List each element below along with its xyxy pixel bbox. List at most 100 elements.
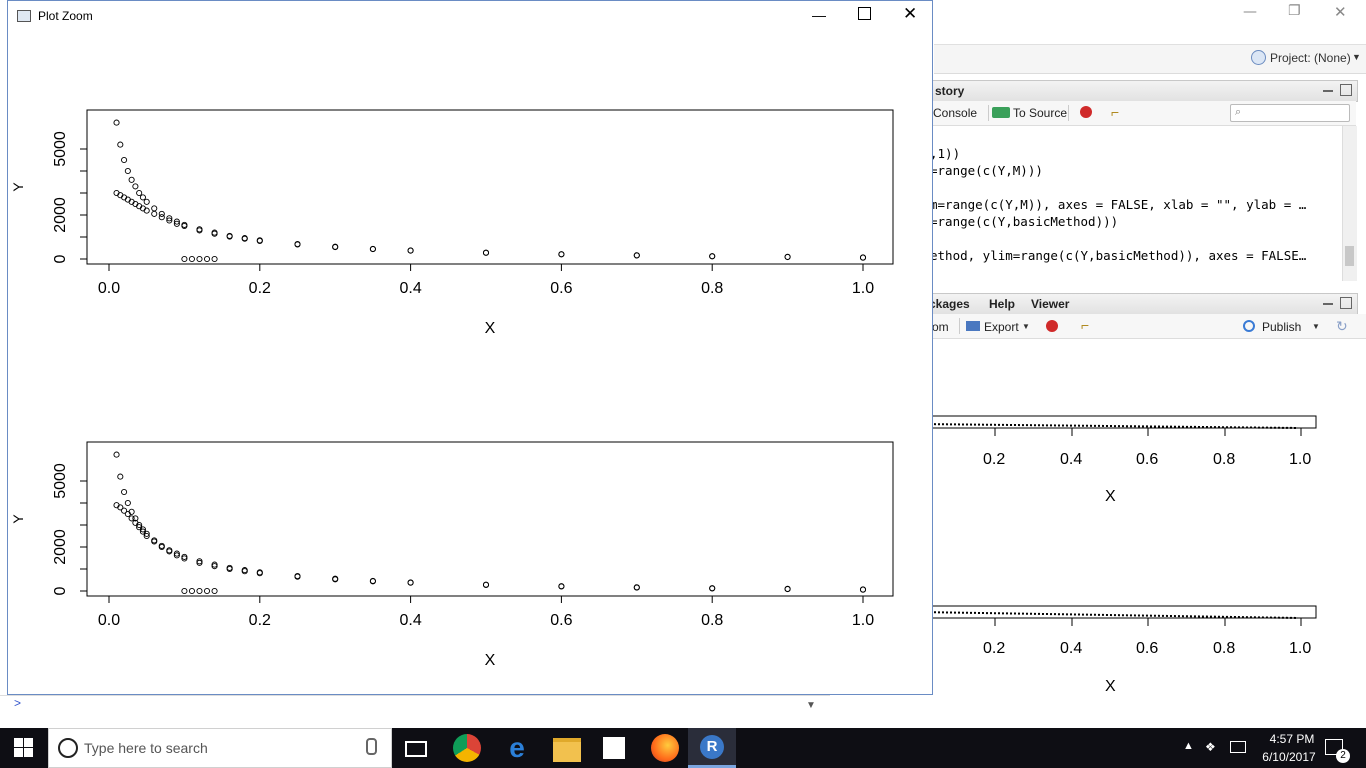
file-explorer-icon[interactable] (553, 738, 581, 762)
plot-zoom-window: Plot Zoom — ✕ 0.0 0.2 0.4 0.6 0.8 1.0 0 2000 500… (7, 0, 933, 695)
data-point (113, 451, 120, 458)
toolbar-divider (1068, 105, 1069, 121)
minimize-button[interactable]: — (812, 7, 826, 23)
data-point (136, 189, 143, 197)
dropbox-icon[interactable]: ❖ (1205, 740, 1216, 754)
data-point (558, 251, 565, 258)
tab-history[interactable]: story (935, 84, 965, 98)
window-title: Plot Zoom (38, 9, 93, 23)
to-source-button[interactable]: To Source (1013, 106, 1068, 120)
maximize-pane-icon[interactable] (1340, 84, 1352, 96)
history-line[interactable]: =range(c(Y,M))) (930, 163, 1043, 178)
data-point (226, 565, 233, 573)
y-tick-label: 2000 (52, 197, 69, 233)
bg-tick-label: 0.4 (1060, 451, 1083, 468)
tab-help[interactable]: Help (989, 297, 1016, 311)
rstudio-close-button[interactable]: ✕ (1334, 3, 1347, 21)
maximize-button[interactable] (858, 7, 871, 20)
clock-date[interactable]: 6/10/2017 (1262, 750, 1316, 764)
clock-time[interactable]: 4:57 PM (1269, 732, 1315, 746)
data-point (151, 210, 158, 217)
export-icon (966, 321, 980, 331)
data-point (256, 570, 263, 577)
data-point (166, 548, 173, 555)
publish-button[interactable]: Publish (1262, 320, 1302, 334)
network-icon[interactable] (1230, 741, 1246, 753)
plots-viewer: 0.2 0.4 0.6 0.8 1.0 X 0.2 0.4 0.6 0.8 1.… (918, 340, 1366, 728)
chevron-down-icon[interactable]: ▼ (806, 700, 816, 711)
windows-start-icon[interactable] (14, 738, 34, 758)
scrollbar-thumb[interactable] (1345, 246, 1354, 266)
tab-packages[interactable]: ckages (929, 297, 970, 311)
export-button[interactable]: Export (984, 320, 1019, 334)
data-point (211, 563, 218, 570)
cortana-icon (58, 738, 78, 758)
zoom-button[interactable]: om (932, 320, 949, 334)
data-point (181, 255, 188, 263)
history-line[interactable]: ,1)) (930, 146, 961, 161)
firefox-icon[interactable] (651, 734, 679, 762)
data-point (151, 205, 158, 212)
close-button[interactable]: ✕ (903, 4, 918, 23)
bg-tick-label: 0.8 (1213, 640, 1236, 657)
chrome-icon[interactable] (453, 734, 481, 762)
bg-tick-label: 0.6 (1136, 640, 1159, 657)
y-tick-label: 0 (52, 254, 69, 263)
data-point (332, 244, 339, 251)
edge-icon[interactable]: e (509, 732, 525, 763)
action-center-icon[interactable] (1325, 739, 1343, 755)
data-point (124, 167, 131, 175)
data-point (226, 233, 233, 240)
data-point (181, 222, 188, 230)
broom-icon[interactable]: ⌐ (1111, 104, 1120, 120)
remove-entry-icon[interactable] (1080, 106, 1092, 118)
data-point (709, 585, 716, 592)
data-point (211, 255, 218, 263)
history-line[interactable]: m=range(c(Y,M)), axes = FALSE, xlab = ""… (930, 197, 1307, 212)
chevron-up-icon[interactable]: ▲ (1183, 740, 1194, 752)
refresh-icon[interactable]: ↻ (1336, 318, 1348, 334)
data-point (633, 584, 640, 591)
store-icon[interactable] (603, 737, 625, 759)
project-menu[interactable]: Project: (None) (1270, 51, 1351, 65)
x-tick-label: 0.6 (550, 280, 572, 297)
data-point (256, 237, 263, 245)
tab-viewer[interactable]: Viewer (1031, 297, 1070, 311)
history-search-input[interactable]: ⌕ (1230, 104, 1350, 122)
broom-icon[interactable]: ⌐ (1081, 317, 1090, 333)
microphone-icon[interactable] (366, 738, 377, 755)
data-point (188, 255, 195, 263)
rstudio-restore-button[interactable]: ❐ (1288, 3, 1301, 19)
notification-badge: 2 (1336, 749, 1350, 763)
x-tick-label: 0.0 (98, 612, 120, 629)
data-point (407, 247, 414, 254)
history-toolbar: Console To Source ⌐ ⌕ (918, 101, 1356, 126)
plot-zoom-titlebar[interactable]: Plot Zoom — ✕ (8, 1, 932, 31)
data-point (113, 119, 120, 126)
data-point (181, 555, 188, 562)
rstudio-minimize-button[interactable]: — (1243, 4, 1257, 20)
project-icon (1251, 50, 1266, 65)
x-tick-label: 0.0 (98, 280, 120, 297)
data-point (859, 254, 867, 261)
r-taskbar-item[interactable]: R (688, 728, 736, 768)
y-tick-label: 2000 (52, 529, 69, 565)
history-line[interactable]: ethod, ylim=range(c(Y,basicMethod)), axe… (930, 248, 1307, 263)
data-point (117, 141, 124, 148)
data-point (633, 252, 640, 259)
data-point (117, 504, 124, 511)
y-axis-label: Y (10, 514, 26, 524)
minimize-pane-icon[interactable] (1323, 303, 1333, 305)
history-scrollbar[interactable] (1342, 126, 1357, 281)
data-point (166, 215, 173, 222)
minimize-pane-icon[interactable] (1323, 90, 1333, 92)
task-view-icon[interactable] (405, 741, 427, 757)
history-line[interactable]: =range(c(Y,basicMethod))) (930, 214, 1119, 229)
maximize-pane-icon[interactable] (1340, 297, 1352, 309)
console-input-strip[interactable] (0, 695, 830, 718)
bg-xlabel: X (1105, 488, 1116, 505)
data-point (132, 515, 139, 522)
to-console-button[interactable]: Console (933, 106, 978, 120)
x-tick-label: 0.8 (701, 280, 723, 297)
remove-plot-icon[interactable] (1046, 320, 1058, 332)
